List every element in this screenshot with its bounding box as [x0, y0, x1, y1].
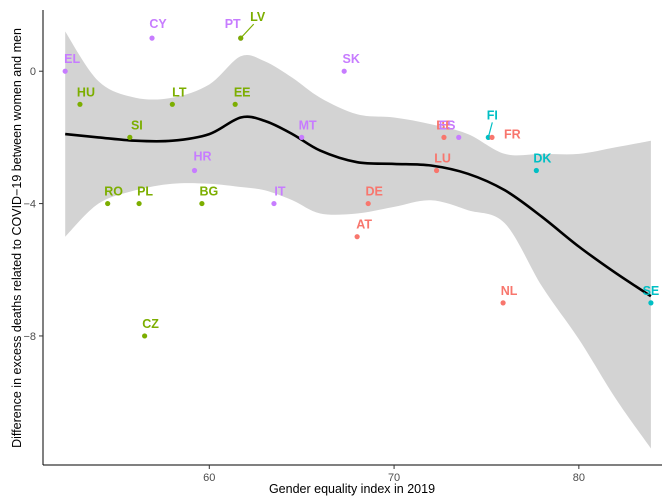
leader-line-fi	[487, 122, 493, 138]
point-ee	[232, 101, 238, 107]
point-label-bg: BG	[200, 185, 219, 199]
point-el	[62, 68, 68, 74]
point-label-lt: LT	[172, 85, 187, 99]
confidence-band-area	[65, 31, 651, 449]
x-axis-title: Gender equality index in 2019	[269, 482, 435, 496]
point-label-pl: PL	[137, 185, 153, 199]
point-fr	[489, 134, 495, 140]
point-dk	[533, 167, 539, 174]
point-es	[456, 134, 462, 140]
point-label-hu: HU	[77, 85, 95, 99]
point-label-de: DE	[366, 185, 383, 199]
point-se	[648, 300, 654, 306]
point-lt	[169, 101, 175, 107]
axes	[42, 10, 662, 466]
point-label-fi: FI	[487, 108, 498, 122]
point-cz	[142, 333, 148, 339]
point-cy	[149, 35, 155, 41]
point-label-ro: RO	[104, 185, 123, 199]
point-label-si: SI	[131, 118, 143, 132]
point-label-dk: DK	[533, 151, 551, 165]
point-label-hr: HR	[193, 149, 211, 163]
point-sk	[341, 68, 347, 74]
point-lu	[433, 167, 440, 174]
point-label-ee: EE	[234, 85, 251, 99]
point-label-be: BE	[436, 118, 453, 132]
point-label-sk: SK	[342, 52, 359, 66]
point-label-it: IT	[274, 185, 285, 199]
point-at	[354, 234, 360, 240]
point-bg	[199, 200, 205, 207]
point-label-cz: CZ	[142, 317, 159, 331]
y-tick-label: 0	[30, 66, 36, 78]
point-label-lu: LU	[434, 151, 451, 165]
point-label-nl: NL	[501, 284, 518, 298]
point-hu	[77, 101, 83, 107]
smooth-curve	[65, 115, 652, 298]
point-it	[271, 200, 277, 207]
point-ro	[105, 200, 111, 207]
point-label-el: EL	[64, 52, 80, 66]
x-tick-label: 60	[203, 472, 215, 484]
point-pl	[136, 200, 142, 207]
point-label-se: SE	[643, 284, 660, 298]
y-tick-label: −4	[23, 199, 36, 211]
leader-line-lv	[240, 23, 255, 39]
point-hr	[191, 167, 198, 174]
point-label-pt: PT	[225, 17, 241, 31]
x-tick-label: 80	[573, 472, 585, 484]
confidence-band	[65, 31, 651, 449]
point-label-fr: FR	[504, 127, 521, 141]
axis-ticks: 60 70 80 0 −4 −8	[23, 66, 585, 484]
y-tick-label: −8	[23, 331, 36, 343]
point-be	[441, 134, 447, 140]
point-nl	[500, 300, 506, 306]
point-label-lv: LV	[250, 10, 266, 24]
x-tick-label: 70	[388, 472, 400, 484]
point-de	[365, 200, 371, 207]
point-label-at: AT	[356, 218, 372, 232]
point-si	[127, 134, 133, 140]
point-label-mt: MT	[299, 118, 317, 132]
point-mt	[299, 134, 305, 140]
smooth-line	[65, 115, 652, 298]
point-label-cy: CY	[149, 17, 167, 31]
y-axis-title: Difference in excess deaths related to C…	[10, 28, 24, 448]
point-label-es: ES	[439, 118, 456, 132]
